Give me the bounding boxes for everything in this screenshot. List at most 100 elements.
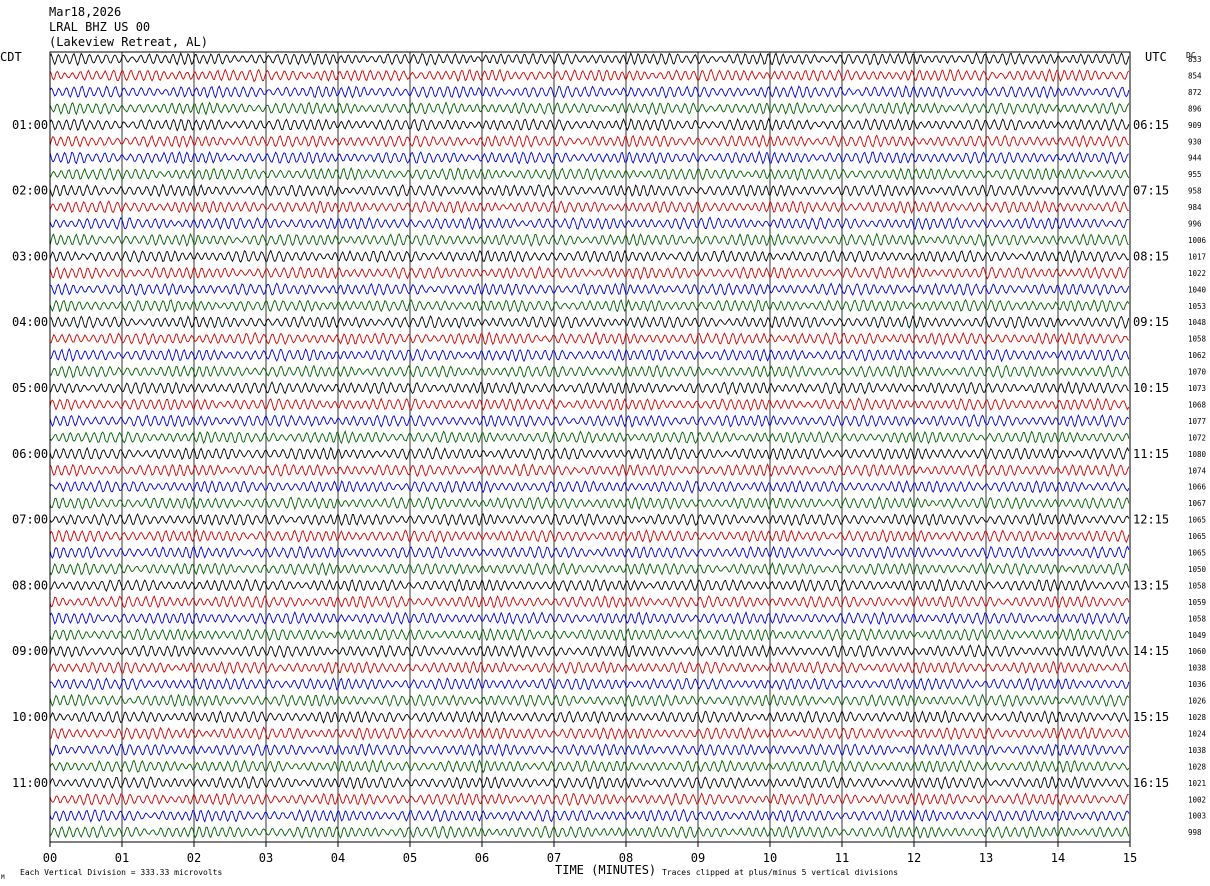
trace-row	[49, 479, 1130, 494]
dc-offset-label: 1024	[1188, 729, 1207, 738]
dc-offset-label: 1050	[1188, 565, 1207, 574]
left-hour-label: 09:00	[12, 644, 48, 658]
dc-offset-label: 1026	[1188, 697, 1207, 706]
right-hour-label: 11:15	[1133, 447, 1169, 461]
dc-offset-label: 1065	[1188, 549, 1206, 558]
x-tick-label: 15	[1123, 851, 1137, 865]
dc-offset-label: 1028	[1188, 762, 1207, 771]
left-hour-label: 06:00	[12, 447, 48, 461]
dc-offset-label: 1002	[1188, 795, 1206, 804]
trace-row	[49, 677, 1130, 692]
x-tick-label: 04	[331, 851, 345, 865]
dc-offset-label: 1022	[1188, 269, 1206, 278]
dc-offset-label: 833	[1188, 55, 1202, 64]
dc-offset-label: 958	[1188, 187, 1202, 196]
trace-row	[49, 446, 1130, 461]
dc-offset-label: 955	[1188, 170, 1202, 179]
corner-mark: M	[1, 874, 5, 881]
dc-offset-label: 1070	[1188, 368, 1207, 377]
right-hour-label: 09:15	[1133, 315, 1169, 329]
dc-offset-label: 1077	[1188, 417, 1206, 426]
dc-offset-labels: 833 854 872 896 909 930 944 955 958 984 996 1006 101…	[1188, 55, 1207, 837]
dc-offset-label: 1036	[1188, 680, 1207, 689]
trace-row	[49, 200, 1129, 215]
dc-offset-label: 1060	[1188, 647, 1207, 656]
dc-offset-label: 1038	[1188, 746, 1207, 755]
dc-offset-label: 1080	[1188, 450, 1207, 459]
trace-row	[49, 726, 1130, 741]
dc-offset-label: 1068	[1188, 400, 1207, 409]
x-axis-title: TIME (MINUTES)	[555, 863, 656, 877]
right-hour-label: 10:15	[1133, 381, 1169, 395]
dc-offset-label: 1048	[1188, 318, 1207, 327]
dc-offset-label: 1072	[1188, 433, 1206, 442]
right-hour-label: 14:15	[1133, 644, 1169, 658]
dc-offset-label: 944	[1188, 154, 1202, 163]
left-hour-label: 07:00	[12, 513, 48, 527]
left-hour-label: 04:00	[12, 315, 48, 329]
x-tick-label: 01	[115, 851, 129, 865]
dc-offset-label: 896	[1188, 104, 1202, 113]
header-location: (Lakeview Retreat, AL)	[49, 35, 208, 49]
x-tick-label: 10	[763, 851, 777, 865]
header-station: LRAL BHZ US 00	[49, 20, 151, 34]
trace-row	[49, 249, 1130, 264]
trace-row	[49, 825, 1130, 840]
trace-row	[49, 528, 1130, 544]
dc-offset-label: 1017	[1188, 252, 1206, 261]
dc-offset-label: 1028	[1188, 713, 1207, 722]
dc-offset-label: 909	[1188, 121, 1202, 130]
left-hour-label: 05:00	[12, 381, 48, 395]
trace-row	[49, 265, 1130, 281]
trace-row	[49, 52, 1130, 67]
x-tick-label: 02	[187, 851, 201, 865]
x-tick-label: 12	[907, 851, 921, 865]
grid-lines	[121, 52, 1059, 842]
right-hour-label: 15:15	[1133, 710, 1169, 724]
dc-offset-label: 996	[1188, 220, 1202, 229]
trace-row	[49, 68, 1130, 83]
dc-offset-label: 1067	[1188, 499, 1206, 508]
dc-offset-label: 1065	[1188, 532, 1206, 541]
dc-offset-label: 1003	[1188, 812, 1206, 821]
dc-offset-label: 1062	[1188, 351, 1206, 360]
dc-offset-label: 1021	[1188, 779, 1206, 788]
dc-offset-label: 1040	[1188, 285, 1207, 294]
left-hour-label: 02:00	[12, 184, 48, 198]
right-timezone-label: UTC	[1145, 50, 1167, 64]
trace-row	[49, 347, 1130, 363]
x-tick-label: 03	[259, 851, 273, 865]
header-date: Mar18,2026	[49, 5, 122, 19]
trace-row	[49, 183, 1130, 198]
dc-offset-label: 1066	[1188, 483, 1207, 492]
trace-row	[49, 759, 1130, 774]
dc-offset-label: 1049	[1188, 631, 1206, 640]
dc-offset-label: 1065	[1188, 516, 1206, 525]
left-hour-label: 03:00	[12, 249, 48, 263]
trace-row	[49, 101, 1130, 116]
trace-area	[49, 52, 1130, 840]
trace-row	[49, 85, 1130, 99]
trace-row	[49, 495, 1130, 511]
trace-row	[49, 462, 1130, 478]
dc-offset-label: 1006	[1188, 236, 1207, 245]
x-axis-ticks: 00 01 02 03 04 05 06 07 08 09 10 11 12 13 14 15	[43, 842, 1137, 865]
trace-row	[49, 298, 1130, 313]
left-hour-label: 11:00	[12, 776, 48, 790]
right-hour-labels: 06:15 07:15 08:15 09:15 10:15 11:15 12:15 13:15…	[1133, 118, 1169, 790]
x-tick-label: 00	[43, 851, 57, 865]
left-hour-label: 08:00	[12, 578, 48, 592]
trace-row	[49, 709, 1130, 725]
dc-offset-label: 1058	[1188, 335, 1207, 344]
trace-row	[49, 167, 1130, 182]
trace-row	[49, 775, 1130, 790]
x-tick-label: 11	[835, 851, 849, 865]
trace-row	[49, 562, 1130, 577]
dc-header-label: DC	[1186, 51, 1196, 60]
trace-row	[49, 693, 1130, 708]
x-tick-label: 06	[475, 851, 489, 865]
x-tick-label: 07	[547, 851, 561, 865]
trace-row	[49, 232, 1129, 248]
trace-row	[49, 380, 1130, 396]
